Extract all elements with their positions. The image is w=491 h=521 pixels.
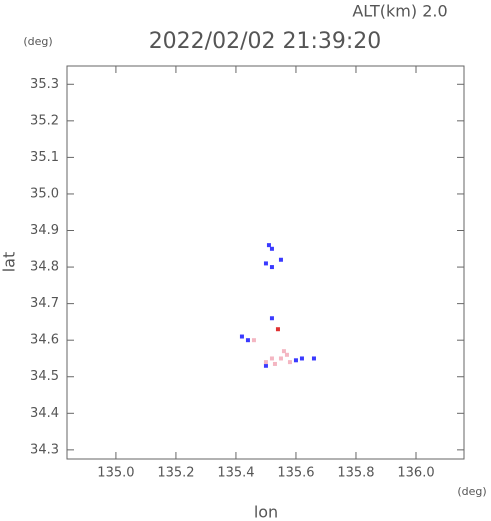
point xyxy=(239,334,244,339)
point xyxy=(245,338,250,343)
point xyxy=(278,356,283,361)
x-unit: (deg) xyxy=(457,485,486,498)
point xyxy=(251,338,256,343)
y-tick-label: 34.6 xyxy=(30,333,59,348)
annotation: ALT(km) 2.0 xyxy=(352,2,447,21)
y-tick-label: 35.1 xyxy=(30,150,59,165)
point xyxy=(263,363,268,368)
y-tick-label: 35.3 xyxy=(30,77,59,92)
point xyxy=(263,261,268,266)
point xyxy=(275,327,280,332)
point xyxy=(311,356,316,361)
point xyxy=(287,360,292,365)
x-tick-label: 135.4 xyxy=(217,466,254,481)
x-tick-label: 135.2 xyxy=(157,466,194,481)
x-tick-label: 136.0 xyxy=(397,466,434,481)
y-tick-label: 34.7 xyxy=(30,296,59,311)
point xyxy=(278,257,283,262)
x-tick-label: 135.8 xyxy=(337,466,374,481)
x-axis-label: lon xyxy=(254,503,278,521)
y-tick-label: 34.4 xyxy=(30,406,59,421)
point xyxy=(293,358,298,363)
point xyxy=(269,356,274,361)
x-tick-label: 135.6 xyxy=(277,466,314,481)
point xyxy=(269,316,274,321)
point xyxy=(269,246,274,251)
y-unit: (deg) xyxy=(23,35,52,48)
y-tick-label: 34.9 xyxy=(30,223,59,238)
plot-frame xyxy=(66,65,465,460)
point xyxy=(266,243,271,248)
point xyxy=(263,360,268,365)
y-tick-label: 34.5 xyxy=(30,369,59,384)
y-tick-label: 35.2 xyxy=(30,113,59,128)
y-tick-label: 35.0 xyxy=(30,186,59,201)
point xyxy=(299,356,304,361)
point xyxy=(284,352,289,357)
x-tick-label: 135.0 xyxy=(97,466,134,481)
y-tick-label: 34.8 xyxy=(30,260,59,275)
point xyxy=(272,361,277,366)
y-axis-label: lat xyxy=(0,252,19,273)
point xyxy=(269,265,274,270)
y-tick-label: 34.3 xyxy=(30,442,59,457)
point xyxy=(281,349,286,354)
chart-title: 2022/02/02 21:39:20 xyxy=(149,29,382,54)
